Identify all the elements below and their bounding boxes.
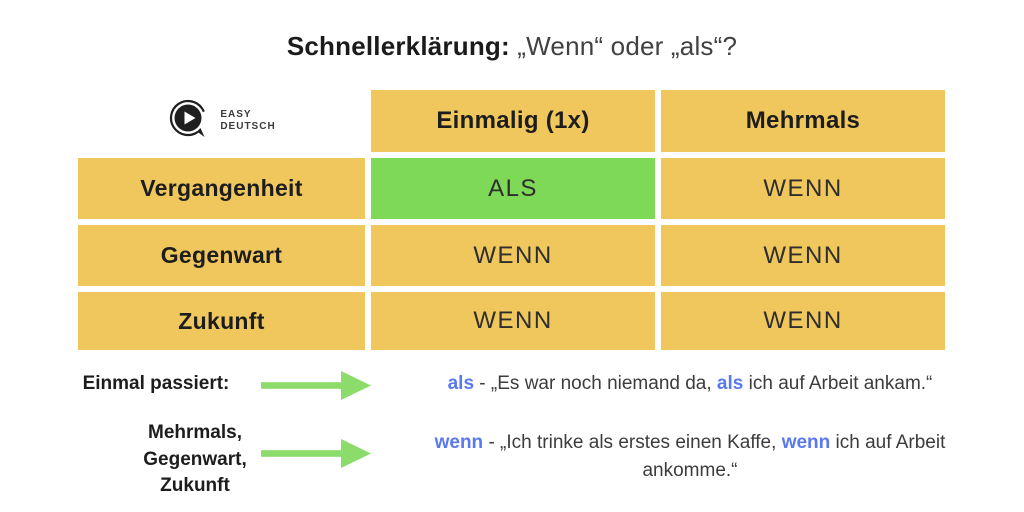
example-2-label-line-2: Gegenwart, <box>143 448 247 470</box>
logo-cell: EASY DEUTSCH <box>78 90 365 152</box>
logo-line-1: EASY <box>220 109 252 120</box>
row-label-vergangenheit: Vergangenheit <box>78 158 365 219</box>
play-speech-bubble-icon <box>167 98 211 145</box>
page-title-bold: Schnellerklärung: <box>286 31 510 61</box>
right-arrow-icon <box>261 369 371 402</box>
example-1-label: Einmal passiert: <box>82 373 230 394</box>
keyword-wenn: wenn <box>434 432 484 453</box>
cell-vergangenheit-einmalig: ALS <box>371 158 655 219</box>
cell-zukunft-mehrmals: WENN <box>661 292 945 350</box>
example-1-tail: ich auf Arbeit ankam.“ <box>743 373 933 394</box>
example-2-tail: ich auf Arbeit ankomme.“ <box>642 432 946 481</box>
logo-line-2: DEUTSCH <box>220 121 276 132</box>
page-title-rest: „Wenn“ oder „als“? <box>509 31 738 61</box>
row-label-gegenwart: Gegenwart <box>78 225 365 286</box>
example-2-label: Mehrmals, Gegenwart, Zukunft <box>95 420 295 500</box>
right-arrow-icon <box>261 437 371 470</box>
example-2-sentence: wenn - „Ich trinke als erstes einen Kaff… <box>400 429 980 485</box>
grammar-table: EASY DEUTSCH Einmalig (1x) Mehrmals Verg… <box>78 90 945 350</box>
easy-deutsch-logo: EASY DEUTSCH <box>167 98 275 145</box>
keyword-als-2: als <box>716 373 744 394</box>
keyword-als: als <box>447 373 475 394</box>
logo-wordmark: EASY DEUTSCH <box>220 109 275 133</box>
column-header-einmalig: Einmalig (1x) <box>371 90 655 152</box>
column-header-mehrmals: Mehrmals <box>661 90 945 152</box>
cell-gegenwart-einmalig: WENN <box>371 225 655 286</box>
example-1-sentence: als - „Es war noch niemand da, als ich a… <box>395 373 985 395</box>
row-label-zukunft: Zukunft <box>78 292 365 350</box>
cell-zukunft-einmalig: WENN <box>371 292 655 350</box>
example-2-label-line-3: Zukunft <box>160 475 230 496</box>
example-2-mid: - „Ich trinke als erstes einen Kaffe, <box>483 432 782 453</box>
keyword-wenn-2: wenn <box>781 432 831 453</box>
cell-gegenwart-mehrmals: WENN <box>661 225 945 286</box>
example-2-label-line-1: Mehrmals, <box>148 422 242 443</box>
page-title: Schnellerklärung: „Wenn“ oder „als“? <box>0 31 1024 62</box>
example-1-mid: - „Es war noch niemand da, <box>474 373 717 394</box>
cell-vergangenheit-mehrmals: WENN <box>661 158 945 219</box>
